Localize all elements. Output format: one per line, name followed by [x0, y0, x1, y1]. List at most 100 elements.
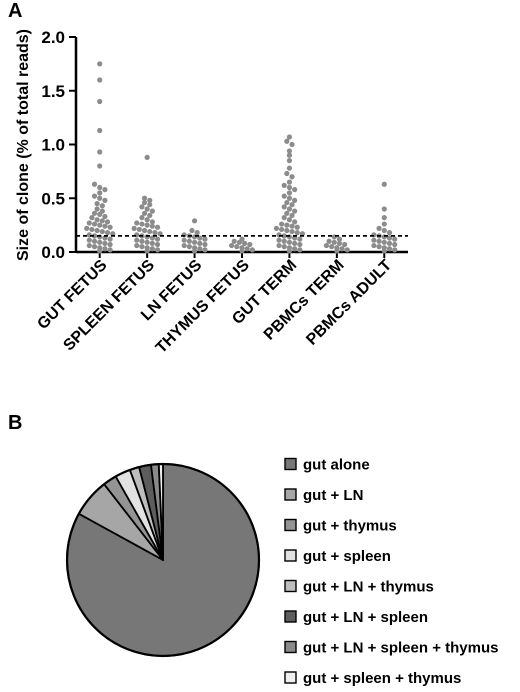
data-point — [339, 246, 345, 252]
legend-swatch — [284, 640, 297, 654]
data-point — [191, 248, 198, 254]
data-point — [276, 237, 282, 243]
data-point — [284, 227, 290, 234]
data-point — [99, 203, 105, 209]
data-point — [91, 210, 98, 216]
y-tick-label: 2.0 — [41, 28, 65, 47]
data-point — [376, 225, 382, 231]
data-point — [89, 215, 95, 221]
data-point — [139, 238, 145, 244]
data-point — [99, 218, 105, 224]
data-point — [149, 208, 155, 214]
data-point — [381, 221, 387, 227]
data-point — [289, 223, 295, 229]
data-point — [91, 221, 98, 227]
data-point — [141, 195, 148, 201]
legend-swatch — [284, 610, 297, 623]
data-point — [231, 238, 237, 244]
data-point — [392, 241, 398, 248]
data-point — [104, 230, 111, 236]
data-point — [144, 222, 150, 228]
data-point — [286, 165, 293, 171]
data-point — [94, 206, 100, 212]
data-point — [152, 230, 158, 236]
data-point — [97, 127, 103, 134]
data-point — [381, 227, 387, 234]
data-point — [97, 248, 103, 254]
legend-swatch — [284, 549, 297, 562]
data-point — [97, 211, 103, 217]
data-point — [131, 225, 137, 231]
data-point — [286, 206, 293, 212]
data-point — [289, 228, 295, 235]
data-point — [154, 224, 161, 230]
data-point — [386, 235, 393, 241]
data-point — [147, 202, 153, 208]
data-point — [139, 221, 145, 227]
panel-a-label: A — [8, 0, 23, 22]
data-point — [97, 77, 103, 83]
data-point — [281, 238, 287, 244]
data-point — [284, 170, 290, 177]
data-point — [149, 223, 155, 229]
data-point — [102, 213, 108, 220]
data-point — [102, 240, 108, 246]
data-point — [202, 241, 208, 248]
x-category-label: PBMCs ADULT — [303, 257, 395, 349]
data-point — [139, 244, 145, 250]
data-point — [344, 247, 350, 253]
data-point — [141, 227, 148, 234]
data-point — [191, 218, 198, 224]
data-point — [247, 241, 253, 248]
data-point — [144, 239, 150, 245]
data-point — [181, 237, 187, 243]
data-point — [104, 219, 111, 225]
pie-outline — [65, 462, 261, 658]
data-point — [97, 195, 103, 201]
data-point — [371, 237, 377, 243]
data-point — [144, 248, 150, 254]
data-point — [297, 241, 303, 248]
data-point — [97, 184, 103, 191]
legend-swatch — [284, 488, 297, 501]
data-point — [323, 242, 330, 249]
data-point — [381, 206, 387, 212]
data-point — [99, 228, 105, 235]
data-point — [94, 227, 100, 234]
data-point — [292, 208, 298, 214]
data-point — [89, 226, 95, 233]
data-point — [392, 236, 398, 242]
data-point — [86, 242, 92, 249]
data-point — [286, 190, 293, 196]
data-point — [91, 193, 98, 199]
legend-label: gut alone — [303, 457, 370, 474]
data-point — [202, 247, 208, 253]
data-point — [186, 238, 192, 244]
data-point — [134, 237, 140, 243]
data-point — [281, 182, 287, 188]
data-point — [386, 246, 393, 252]
panel-b-label: B — [8, 412, 23, 434]
data-point — [229, 242, 235, 249]
data-point — [191, 239, 198, 245]
data-point — [139, 204, 145, 210]
data-point — [97, 98, 103, 105]
data-point — [134, 242, 140, 249]
data-point — [91, 181, 98, 187]
data-point — [281, 233, 287, 239]
data-point — [97, 61, 103, 67]
legend-label: gut + LN — [303, 487, 363, 504]
data-point — [147, 197, 153, 203]
legend-label: gut + spleen + thymus — [303, 670, 461, 687]
data-point — [286, 152, 293, 158]
legend-swatch — [284, 518, 297, 532]
data-point — [102, 197, 108, 203]
data-point — [284, 222, 290, 228]
data-point — [194, 230, 200, 236]
data-point — [289, 202, 295, 208]
data-point — [86, 220, 92, 226]
data-point — [141, 210, 148, 216]
data-point — [376, 238, 382, 244]
data-point — [281, 204, 287, 210]
data-point — [197, 240, 203, 246]
